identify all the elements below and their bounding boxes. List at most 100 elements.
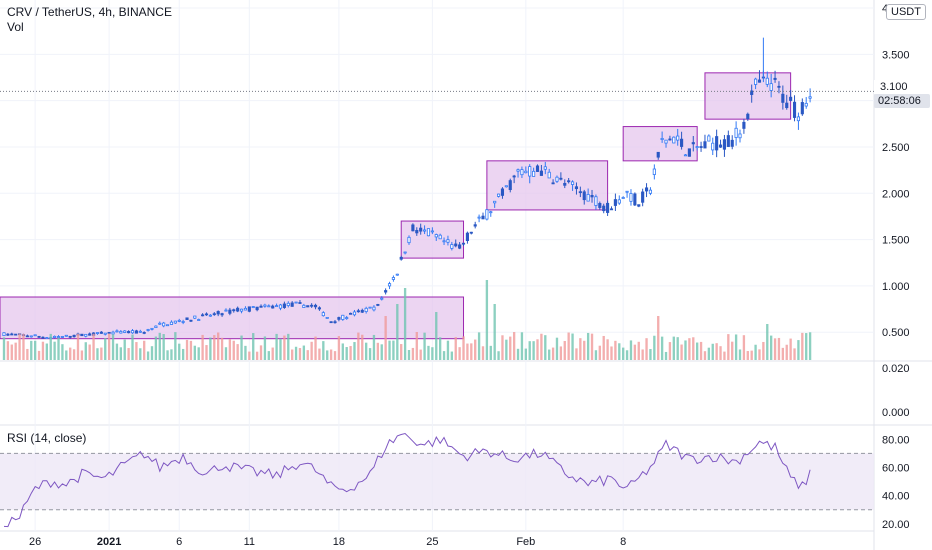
candle-body xyxy=(465,232,469,242)
volume-bar xyxy=(614,340,617,360)
volume-bar xyxy=(150,346,154,360)
candle-body xyxy=(391,277,395,280)
candle-body xyxy=(337,317,341,320)
volume-bar xyxy=(2,337,6,360)
candle-body xyxy=(189,319,193,322)
volume-bar xyxy=(532,341,535,360)
volume-bar xyxy=(380,344,383,360)
time-tick-label: 2021 xyxy=(97,536,121,548)
candle-body xyxy=(695,146,699,149)
volume-bar xyxy=(84,342,87,360)
candle-body xyxy=(415,230,419,234)
candle-body xyxy=(567,180,571,183)
volume-bar xyxy=(415,332,418,360)
bar-countdown: 02:58:06 xyxy=(874,94,930,108)
candle-body xyxy=(317,307,322,310)
candle-body xyxy=(668,138,672,141)
candle-body xyxy=(236,307,240,312)
volume-bar xyxy=(766,324,769,360)
volume-bar xyxy=(497,351,500,360)
volume-bar xyxy=(240,335,243,360)
volume-bar xyxy=(699,341,703,360)
candle-body xyxy=(524,170,528,174)
volume-bar xyxy=(349,346,352,360)
candle-body xyxy=(6,333,10,336)
volume-bar xyxy=(294,346,298,360)
volume-bar xyxy=(419,349,422,360)
candle-body xyxy=(45,337,49,339)
candle-body xyxy=(629,193,633,202)
candle-body xyxy=(372,306,376,311)
volume-bar xyxy=(318,348,321,360)
volume-bar xyxy=(123,339,126,360)
volume-bar xyxy=(201,334,204,360)
candle-body xyxy=(664,139,668,144)
candle-body xyxy=(111,331,115,335)
volume-bar xyxy=(551,347,555,360)
candle-body xyxy=(298,302,302,304)
volume-bar xyxy=(555,337,559,360)
candle-body xyxy=(224,309,228,312)
candle-body xyxy=(613,199,617,206)
candle-body xyxy=(185,317,189,320)
candle-body xyxy=(208,314,212,317)
volume-bar xyxy=(618,343,621,360)
candle-body xyxy=(578,191,582,194)
candle-body xyxy=(239,308,244,312)
currency-button[interactable]: USDT xyxy=(886,4,926,20)
volume-bar xyxy=(715,343,718,360)
volume-bar xyxy=(801,332,804,360)
candle-body xyxy=(676,135,680,141)
candle-body xyxy=(711,142,715,151)
candle-body xyxy=(707,135,711,142)
rsi-tick-label: 80.00 xyxy=(882,434,910,446)
volume-bar xyxy=(625,350,629,360)
volume-bar xyxy=(322,341,325,360)
volume-bar xyxy=(22,333,25,360)
candle-body xyxy=(232,309,236,312)
volume-bar xyxy=(341,343,344,360)
candle-body xyxy=(792,101,797,118)
candle-body xyxy=(450,244,454,249)
candle-body xyxy=(547,171,551,179)
candle-body xyxy=(290,302,294,307)
candle-body xyxy=(606,202,610,213)
candle-body xyxy=(146,329,150,331)
volume-bar xyxy=(442,351,446,360)
volume-bar xyxy=(731,341,734,360)
candle-body xyxy=(127,331,131,334)
volume-bar xyxy=(688,338,691,360)
candle-body xyxy=(138,330,142,333)
price-tick-label: 0.500 xyxy=(882,327,910,339)
volume-bar xyxy=(384,316,387,360)
volume-bar xyxy=(407,350,411,360)
volume-bar xyxy=(629,340,633,360)
volume-bar xyxy=(692,337,695,360)
candle-body xyxy=(687,148,691,157)
volume-bar xyxy=(610,346,613,360)
candle-body xyxy=(563,182,567,186)
volume-bar xyxy=(493,304,496,360)
volume-bar xyxy=(411,347,415,360)
candle-body xyxy=(586,194,590,202)
candle-body xyxy=(528,166,532,177)
volume-bar xyxy=(660,336,664,360)
volume-bar xyxy=(703,351,707,360)
candle-body xyxy=(785,102,789,109)
volume-bar xyxy=(111,334,115,360)
volume-bar xyxy=(734,334,738,360)
candle-body xyxy=(512,175,516,178)
candle-body xyxy=(535,165,540,172)
volume-bar xyxy=(785,344,788,360)
candle-body xyxy=(796,116,800,122)
volume-bar xyxy=(131,334,134,360)
candle-body xyxy=(72,334,76,338)
volume-bar xyxy=(423,332,426,360)
candle-body xyxy=(56,336,61,338)
candle-body xyxy=(107,331,111,334)
candle-body xyxy=(485,209,489,220)
candle-body xyxy=(169,321,174,325)
candle-body xyxy=(411,224,415,232)
volume-bar xyxy=(213,335,216,360)
